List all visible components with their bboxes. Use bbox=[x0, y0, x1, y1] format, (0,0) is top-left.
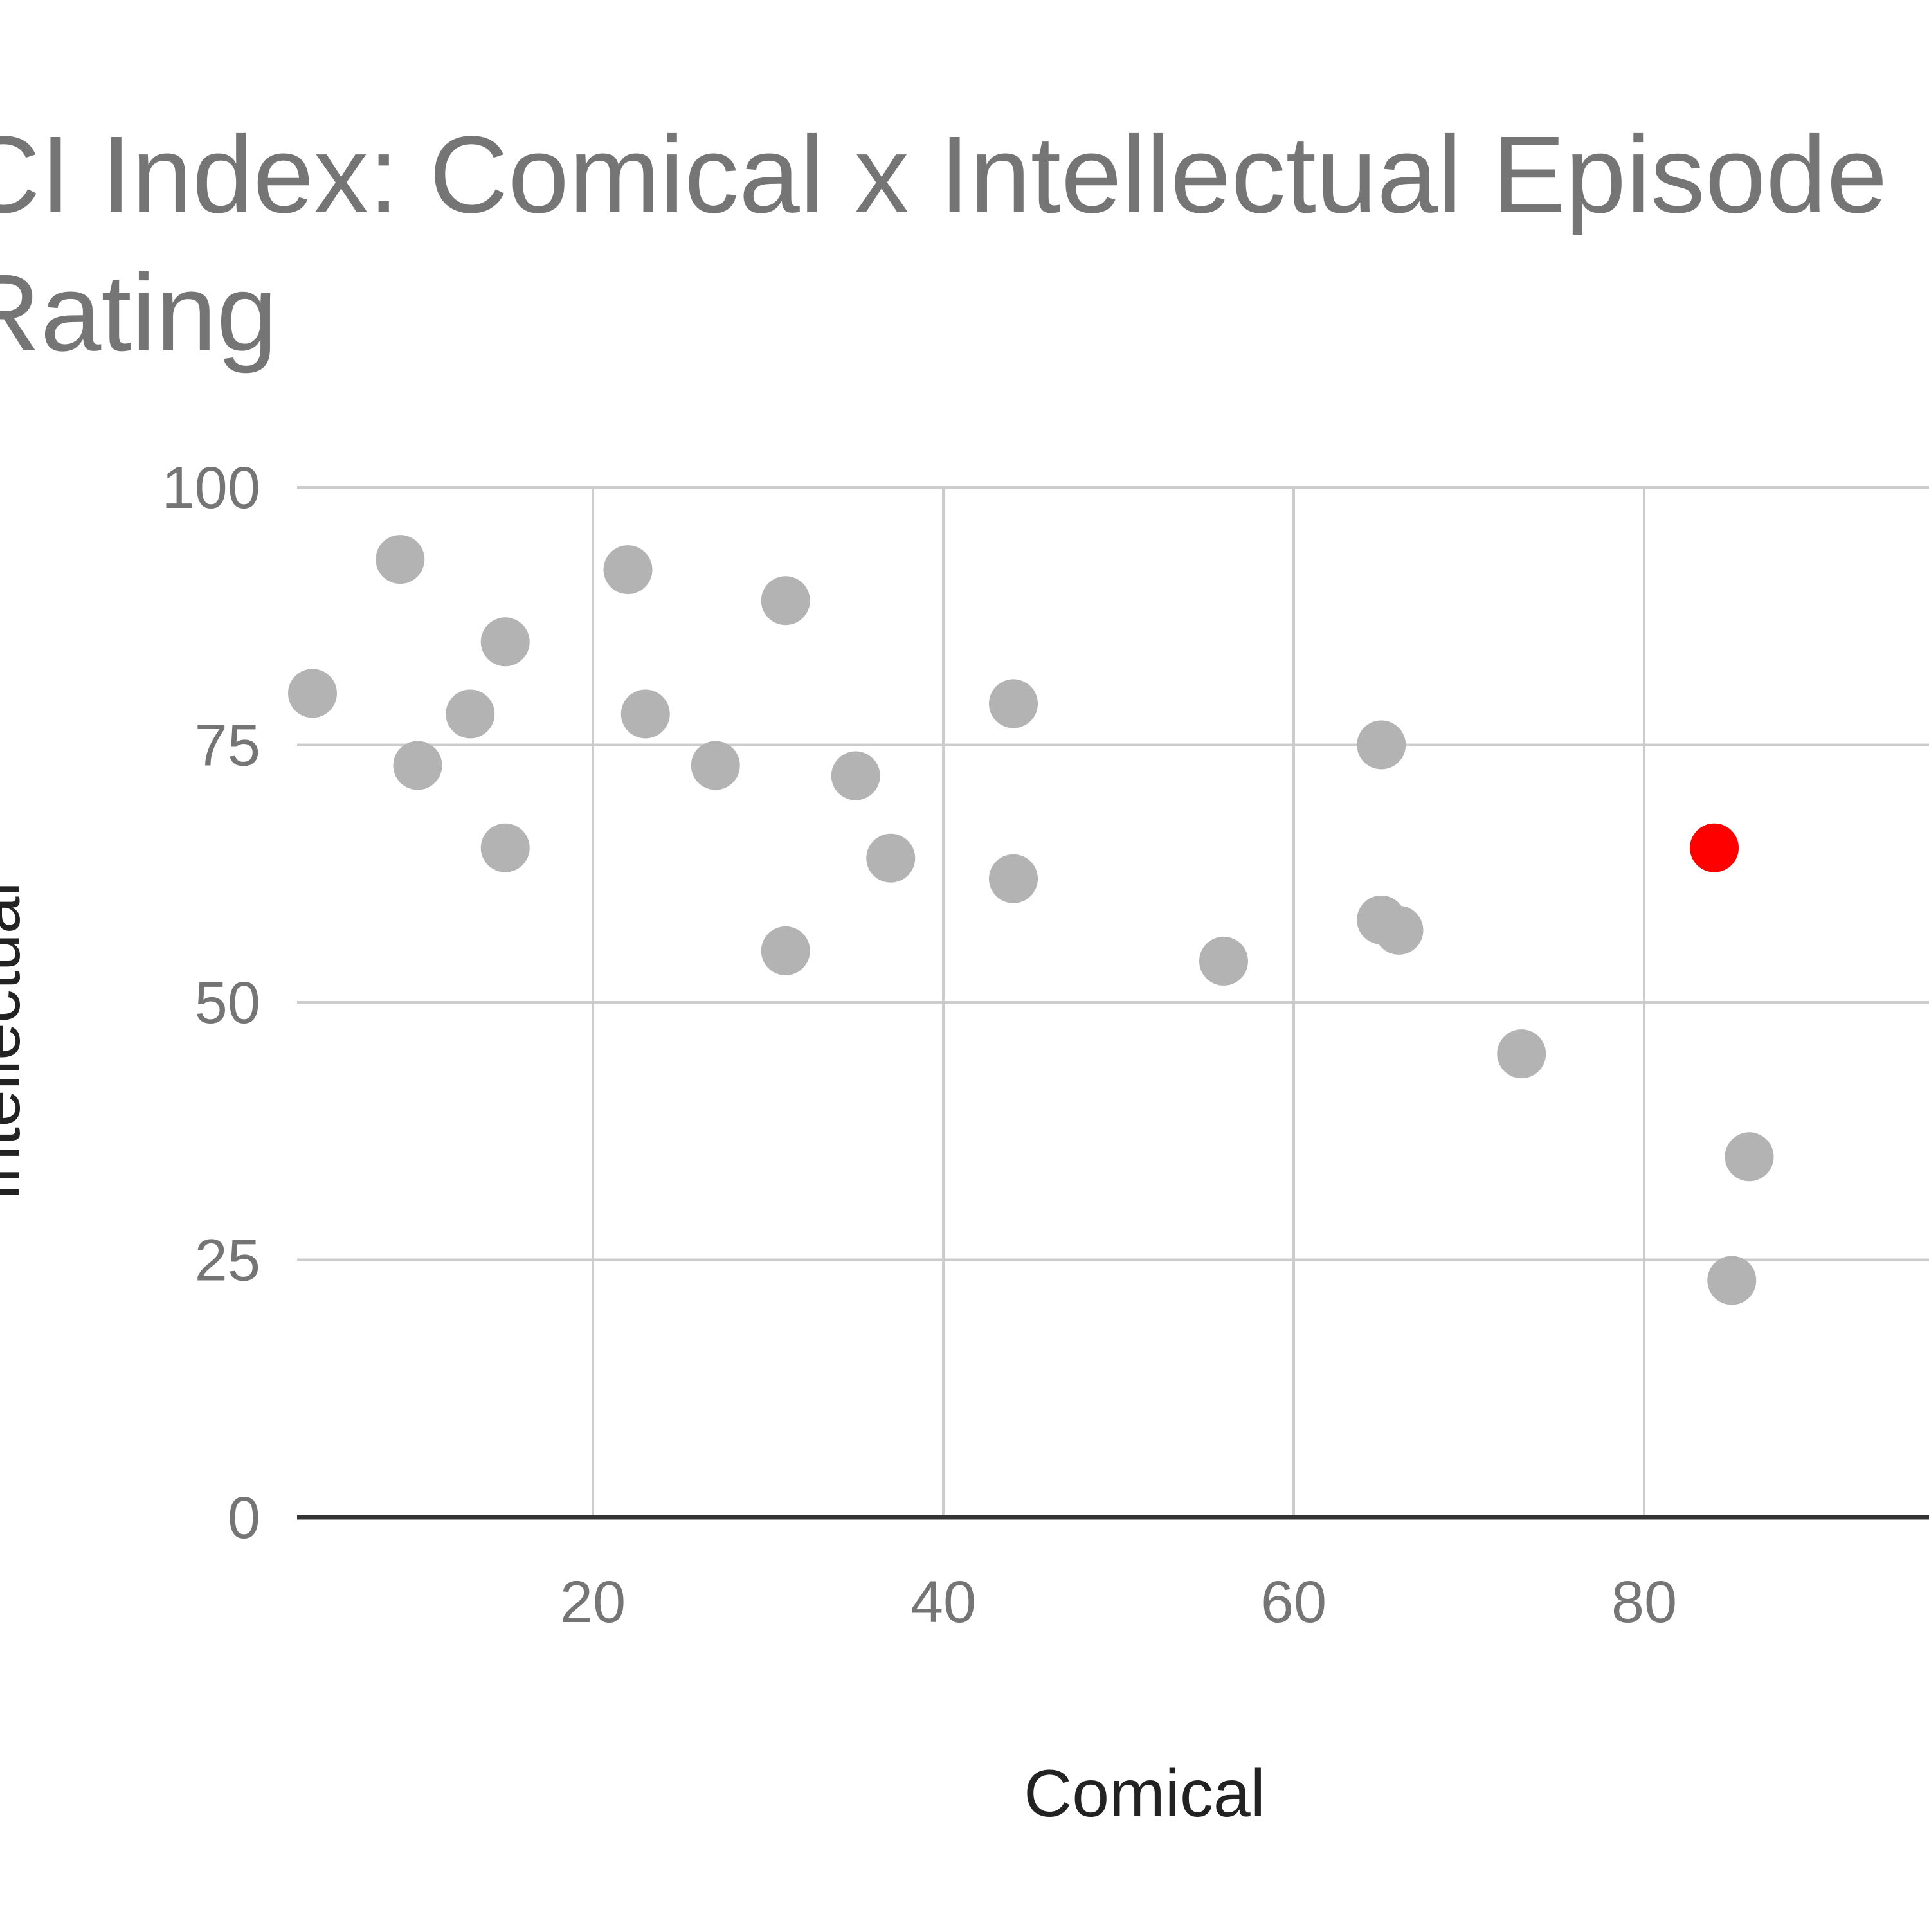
data-point bbox=[393, 741, 442, 790]
data-point bbox=[480, 823, 530, 872]
data-point bbox=[603, 545, 653, 595]
y-axis-title: Intellectual bbox=[0, 881, 34, 1201]
data-point bbox=[620, 689, 670, 739]
data-point bbox=[1497, 1029, 1546, 1079]
x-tick-label: 80 bbox=[1611, 1569, 1677, 1635]
chart-title-line-1: CI Index: Comical x Intellectual Episode bbox=[0, 114, 1887, 236]
data-point bbox=[761, 576, 810, 626]
grid bbox=[297, 486, 1929, 1520]
data-point bbox=[480, 617, 530, 667]
y-tick-label: 0 bbox=[228, 1485, 260, 1551]
chart-title-line-2: Rating bbox=[0, 252, 277, 374]
data-point bbox=[1357, 720, 1406, 770]
y-tick-label: 100 bbox=[162, 455, 261, 521]
data-point bbox=[446, 689, 495, 739]
data-point bbox=[376, 535, 425, 584]
data-point bbox=[989, 854, 1038, 903]
data-point bbox=[1199, 936, 1248, 986]
data-point bbox=[1707, 1256, 1757, 1305]
data-point bbox=[1725, 1132, 1774, 1182]
x-axis-title: Comical bbox=[1024, 1756, 1265, 1831]
data-point bbox=[866, 833, 916, 883]
data-points bbox=[288, 535, 1774, 1305]
x-tick-label: 60 bbox=[1261, 1569, 1327, 1635]
highlighted-data-point bbox=[1690, 823, 1739, 872]
data-point bbox=[831, 751, 880, 800]
tick-labels: 0 25 50 75 100 20 40 60 80 bbox=[162, 455, 1678, 1635]
x-tick-label: 40 bbox=[910, 1569, 976, 1635]
y-tick-label: 50 bbox=[195, 970, 260, 1036]
y-tick-label: 25 bbox=[195, 1228, 260, 1294]
y-tick-label: 75 bbox=[195, 713, 260, 779]
data-point bbox=[288, 669, 337, 718]
x-tick-label: 20 bbox=[560, 1569, 626, 1635]
data-point bbox=[1374, 905, 1424, 955]
data-point bbox=[989, 679, 1038, 728]
chart-title: CI Index: Comical x Intellectual Episode… bbox=[0, 114, 1887, 374]
data-point bbox=[691, 741, 740, 790]
data-point bbox=[761, 926, 810, 975]
